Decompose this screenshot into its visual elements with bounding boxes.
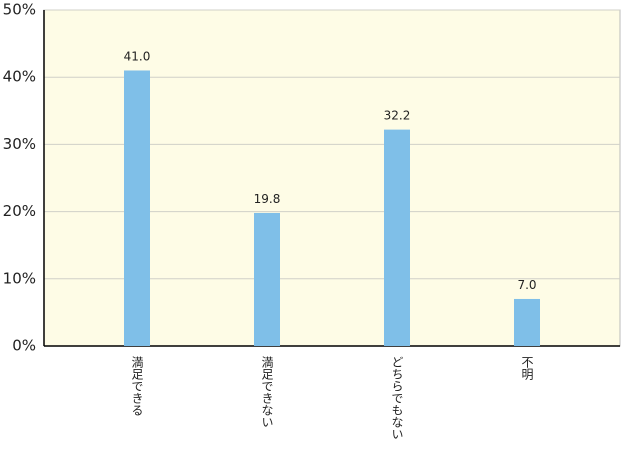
x-tick-label: 満足できる <box>130 356 144 416</box>
y-tick-label: 20% <box>3 202 36 220</box>
bar <box>384 129 410 346</box>
x-tick-label: 不明 <box>520 356 534 381</box>
value-label: 32.2 <box>384 109 411 123</box>
y-tick-label: 0% <box>12 337 36 355</box>
bar <box>124 70 150 346</box>
value-label: 19.8 <box>254 192 281 206</box>
y-tick-label: 10% <box>3 269 36 287</box>
bar <box>514 298 540 346</box>
y-tick-label: 50% <box>3 1 36 19</box>
x-tick-label: 満足できない <box>260 356 274 428</box>
bar <box>254 212 280 346</box>
value-label: 41.0 <box>124 49 151 63</box>
x-tick-label: どちらでもない <box>390 356 404 440</box>
y-tick-label: 30% <box>3 135 36 153</box>
value-label: 7.0 <box>517 278 536 292</box>
y-tick-label: 40% <box>3 68 36 86</box>
